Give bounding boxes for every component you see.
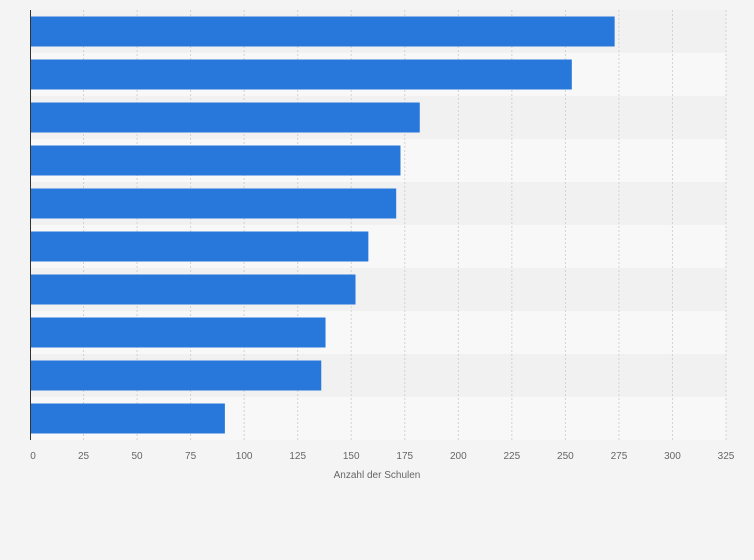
- x-tick-labels: 0 25 50 75 100 125 150 175 200 225 250 275 300 325: [30, 451, 735, 462]
- x-tick-label: 50: [132, 451, 144, 462]
- x-tick-label: 100: [236, 451, 253, 462]
- x-tick-label: 275: [611, 451, 628, 462]
- x-tick-label: 300: [664, 451, 681, 462]
- x-axis-title: Anzahl der Schulen: [334, 470, 421, 481]
- x-tick-label: 25: [78, 451, 90, 462]
- bar[interactable]: [30, 360, 322, 391]
- x-tick-label: 250: [557, 451, 574, 462]
- x-tick-label: 150: [343, 451, 360, 462]
- bar[interactable]: [30, 59, 572, 90]
- bar[interactable]: [30, 274, 356, 305]
- bar[interactable]: [30, 403, 225, 434]
- bars: [30, 16, 615, 434]
- bar[interactable]: [30, 188, 397, 219]
- x-tick-label: 75: [185, 451, 197, 462]
- x-tick-label: 200: [450, 451, 467, 462]
- x-tick-label: 325: [718, 451, 735, 462]
- bar[interactable]: [30, 145, 401, 176]
- bar[interactable]: [30, 317, 326, 348]
- bar[interactable]: [30, 16, 615, 47]
- x-tick-label: 175: [396, 451, 413, 462]
- x-tick-label: 125: [289, 451, 306, 462]
- bar[interactable]: [30, 102, 420, 133]
- x-tick-label: 0: [30, 451, 36, 462]
- bar[interactable]: [30, 231, 369, 262]
- x-tick-label: 225: [504, 451, 521, 462]
